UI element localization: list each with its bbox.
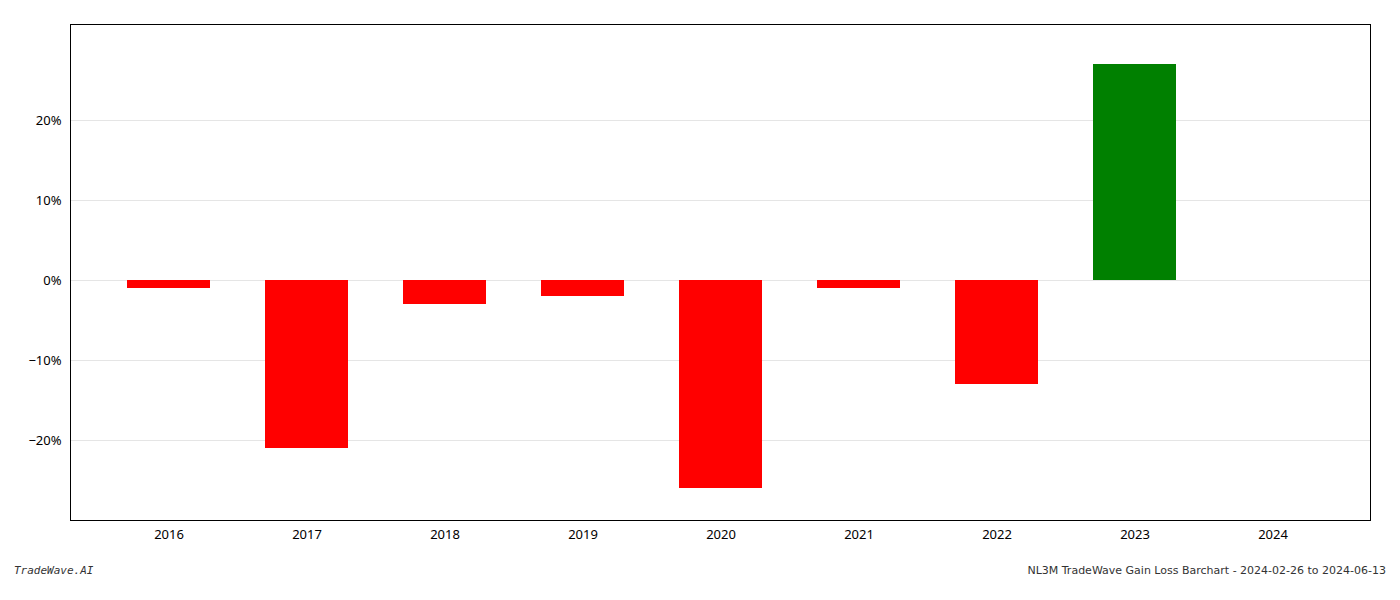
svg-text:0%: 0% xyxy=(43,271,61,289)
html-text:NL3M TradeWave Gain Loss Barch: NL3M TradeWave Gain Loss Barchart - 2024… xyxy=(1027,564,1386,577)
svg-text:2023: 2023 xyxy=(1120,525,1150,543)
svg-text:2024: 2024 xyxy=(1258,525,1288,543)
svg-text:−10%: −10% xyxy=(28,351,61,369)
html-text:TradeWave.AI: TradeWave.AI xyxy=(14,564,94,577)
svg-text:2021: 2021 xyxy=(844,525,874,543)
svg-text:2018: 2018 xyxy=(430,525,460,543)
svg-text:2016: 2016 xyxy=(154,525,184,543)
svg-text:2019: 2019 xyxy=(568,525,598,543)
svg-text:10%: 10% xyxy=(36,191,62,209)
svg-text:20%: 20% xyxy=(36,111,62,129)
svg-text:2017: 2017 xyxy=(292,525,322,543)
svg-text:2020: 2020 xyxy=(706,525,736,543)
svg-text:2022: 2022 xyxy=(982,525,1012,543)
svg-text:−20%: −20% xyxy=(28,431,61,449)
